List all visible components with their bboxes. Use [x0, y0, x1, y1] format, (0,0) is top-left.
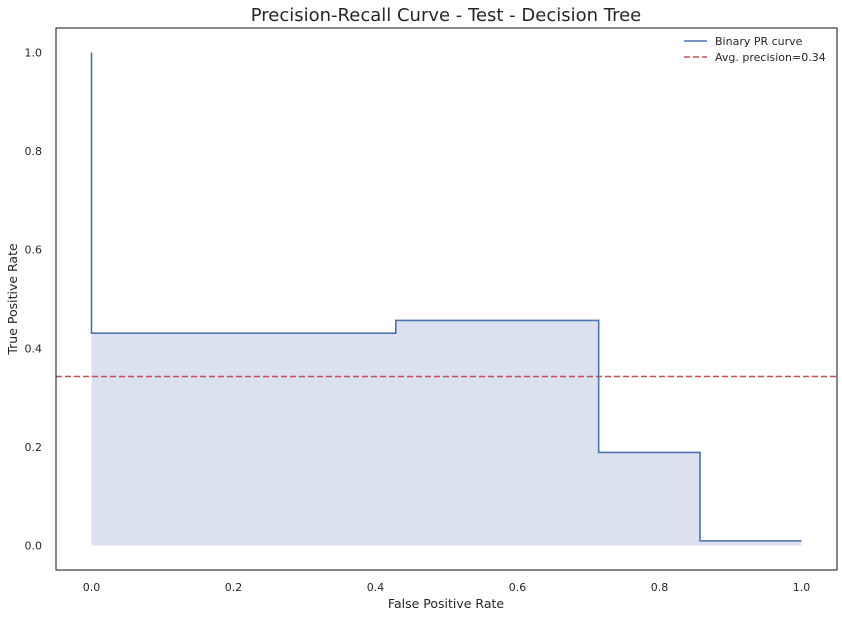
pr-curve-area — [91, 52, 802, 546]
pr-curve-fill-layer — [91, 52, 802, 546]
y-tick-label: 0.6 — [25, 244, 43, 257]
y-axis-title: True Positive Rate — [5, 243, 20, 356]
x-tick-labels: 0.0 0.2 0.4 0.6 0.8 1.0 — [83, 581, 811, 594]
legend: Binary PR curve Avg. precision=0.34 — [684, 35, 826, 64]
x-tick-label: 0.8 — [651, 581, 669, 594]
pr-curve-line — [90, 52, 802, 542]
pr-curve-layer — [90, 52, 802, 542]
x-tick-label: 0.6 — [509, 581, 527, 594]
x-tick-label: 1.0 — [793, 581, 811, 594]
y-tick-label: 0.2 — [25, 441, 43, 454]
legend-label-pr-curve: Binary PR curve — [715, 35, 803, 48]
y-tick-label: 0.4 — [25, 342, 43, 355]
x-axis-title: False Positive Rate — [388, 596, 504, 611]
y-tick-label: 0.8 — [25, 145, 43, 158]
y-tick-labels: 0.0 0.2 0.4 0.6 0.8 1.0 — [25, 47, 43, 553]
y-tick-label: 0.0 — [25, 539, 43, 552]
plot-frame — [55, 27, 838, 571]
chart-title: Precision-Recall Curve - Test - Decision… — [251, 5, 642, 26]
y-tick-label: 1.0 — [25, 47, 43, 60]
legend-label-avg-precision: Avg. precision=0.34 — [715, 51, 826, 64]
x-tick-label: 0.2 — [225, 581, 243, 594]
x-tick-label: 0.4 — [367, 581, 385, 594]
x-tick-label: 0.0 — [83, 581, 101, 594]
